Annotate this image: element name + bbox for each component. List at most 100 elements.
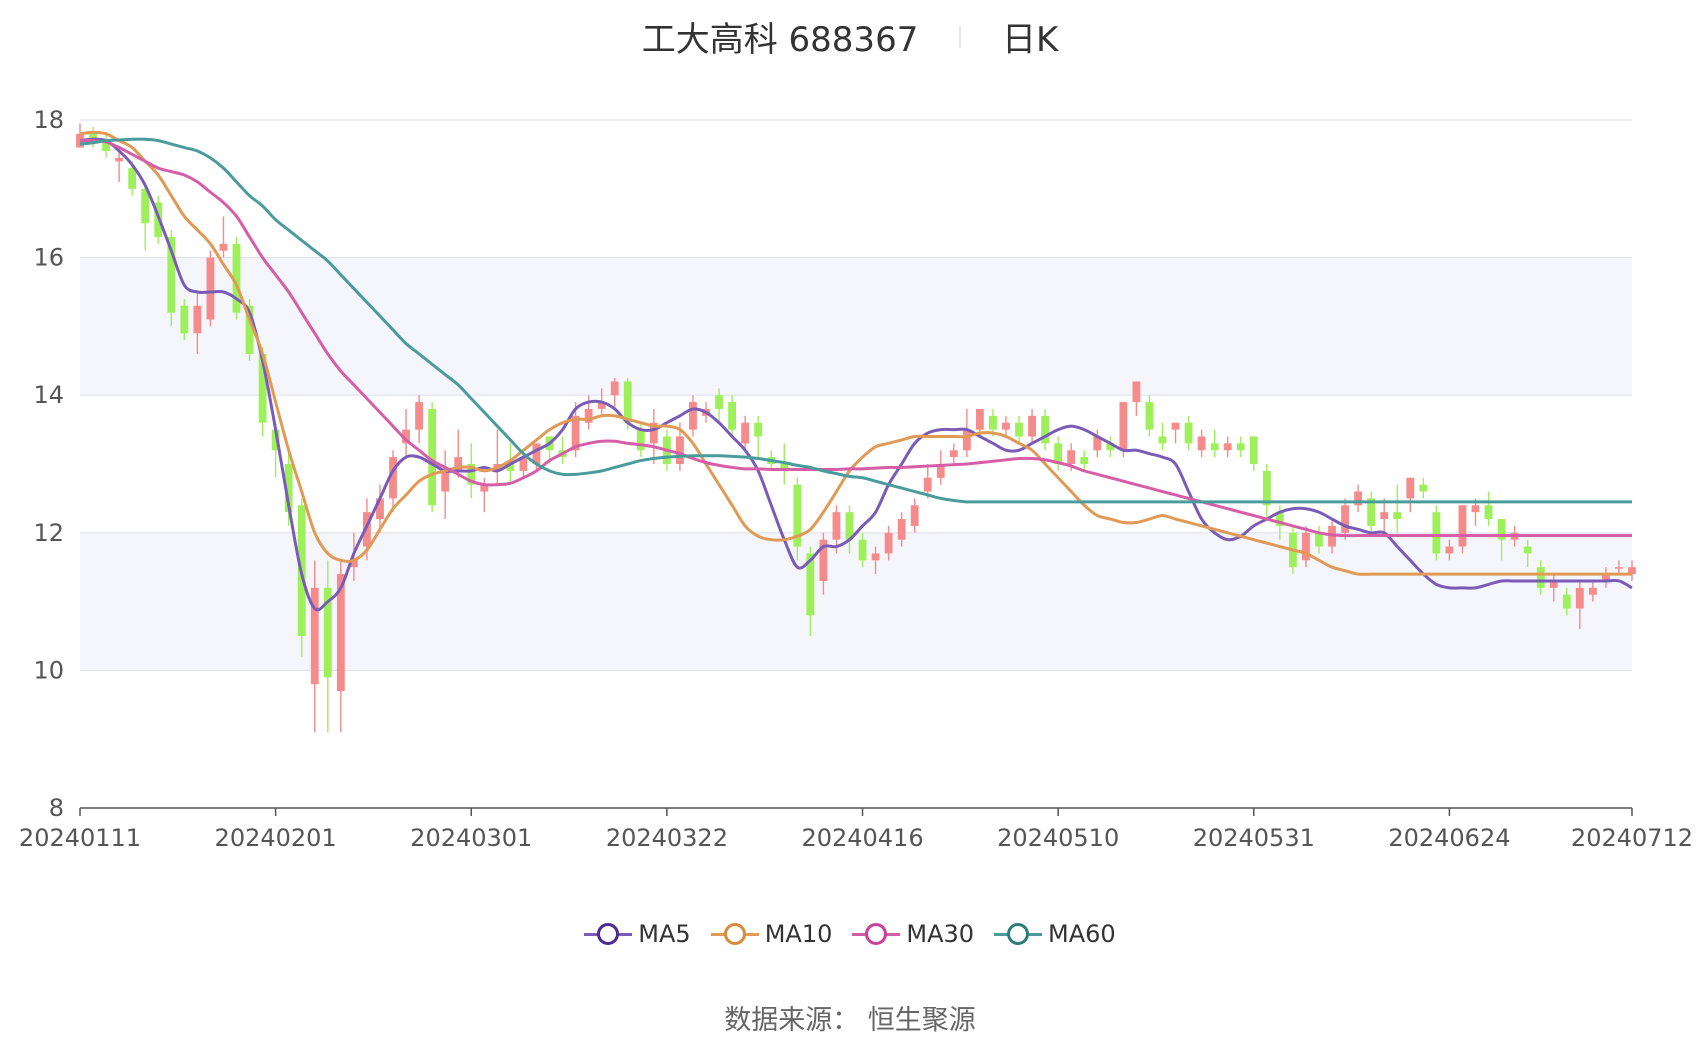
- candle-down: [1106, 436, 1115, 458]
- candle-down: [1080, 450, 1089, 471]
- candle-body: [1275, 512, 1284, 526]
- candle-down: [1523, 539, 1532, 568]
- candle-body: [284, 464, 293, 513]
- legend-label: MA30: [906, 920, 975, 948]
- candle-down: [1210, 429, 1219, 458]
- candle-up: [1380, 498, 1389, 533]
- candle-body: [349, 560, 358, 568]
- candle-body: [141, 188, 150, 224]
- legend-swatch: [852, 923, 901, 945]
- candle-down: [845, 505, 854, 554]
- candle-up: [1615, 560, 1623, 575]
- candle-up: [1302, 525, 1310, 568]
- candle-down: [728, 395, 737, 437]
- candle-body: [1028, 415, 1036, 437]
- candle-down: [1184, 415, 1193, 451]
- legend-item-ma10[interactable]: MA10: [710, 920, 833, 948]
- candle-up: [649, 408, 658, 464]
- candle-body: [636, 429, 645, 451]
- candle-body: [102, 140, 110, 151]
- series-line-ma30: [79, 139, 1632, 538]
- candle-up: [415, 395, 424, 444]
- candle-body: [858, 539, 867, 561]
- candle-up: [441, 450, 450, 520]
- candle-body: [1093, 436, 1102, 451]
- candle-body: [1575, 587, 1584, 609]
- candle-body: [1588, 587, 1597, 595]
- candle-down: [793, 477, 802, 561]
- candle-up: [1119, 402, 1128, 458]
- y-tick-label: 16: [33, 244, 64, 272]
- candle-down: [754, 415, 763, 458]
- candle-body: [193, 305, 202, 334]
- candle-up: [1171, 422, 1180, 444]
- y-tick-label: 10: [33, 656, 64, 684]
- y-tick-label: 12: [33, 519, 64, 547]
- candle-body: [832, 512, 841, 540]
- candle-up: [949, 443, 958, 464]
- candle-down: [558, 436, 567, 464]
- candle-up: [376, 484, 384, 533]
- candle-down: [1315, 525, 1323, 554]
- candle-body: [1445, 546, 1454, 554]
- x-tick-label: 20240301: [410, 824, 532, 852]
- candle-body: [1484, 505, 1493, 520]
- candle-body: [1602, 574, 1610, 581]
- candle-up: [1197, 429, 1206, 458]
- candle-body: [1158, 436, 1167, 444]
- candle-body: [1184, 422, 1193, 444]
- candle-body: [519, 457, 528, 471]
- candle-body: [1054, 443, 1063, 464]
- chart-title: 工大高科 688367 日K: [0, 12, 1700, 61]
- candle-body: [180, 305, 189, 334]
- candle-body: [689, 402, 697, 430]
- candle-body: [128, 168, 137, 189]
- candle-up: [884, 525, 893, 561]
- legend-item-ma5[interactable]: MA5: [584, 920, 691, 948]
- candle-body: [1236, 443, 1245, 451]
- series-line-ma60: [79, 137, 1632, 504]
- candle-down: [1249, 436, 1258, 471]
- candle-body: [532, 443, 541, 464]
- candle-body: [923, 477, 932, 492]
- candle-up: [1354, 484, 1363, 513]
- candle-down: [858, 532, 867, 568]
- chart-title-stock: 工大高科 688367: [641, 20, 919, 60]
- candle-down: [323, 560, 332, 733]
- candle-body: [676, 436, 684, 464]
- candle-body: [1536, 567, 1545, 588]
- candle-down: [715, 388, 723, 423]
- legend: MA5 MA10 MA30 MA60: [0, 920, 1700, 951]
- legend-item-ma30[interactable]: MA30: [852, 920, 974, 948]
- candle-body: [780, 464, 789, 471]
- candle-down: [1236, 436, 1245, 458]
- candle-up: [1028, 408, 1036, 444]
- legend-label: MA5: [638, 920, 691, 948]
- candle-body: [949, 450, 958, 458]
- candle-up: [936, 450, 945, 485]
- y-tick-label: 14: [33, 381, 64, 409]
- legend-swatch-marker: [723, 923, 746, 945]
- candle-body: [806, 553, 815, 616]
- candle-down: [1419, 477, 1428, 499]
- candle-body: [415, 402, 424, 430]
- candle-up: [610, 378, 619, 409]
- x-tick-label: 20240624: [1388, 824, 1510, 852]
- candle-up: [1093, 429, 1102, 458]
- candle-down: [167, 230, 176, 327]
- candle-body: [741, 422, 750, 444]
- candle-down: [1262, 464, 1271, 520]
- legend-item-ma60[interactable]: MA60: [994, 920, 1116, 948]
- candle-down: [141, 181, 150, 251]
- candle-body: [754, 422, 763, 437]
- candle-body: [1471, 505, 1480, 513]
- candle-up: [1341, 498, 1349, 540]
- candle-down: [1536, 560, 1545, 595]
- candle-up: [219, 216, 228, 258]
- candle-body: [1315, 532, 1323, 547]
- legend-label: MA10: [764, 920, 833, 948]
- candle-body: [1171, 422, 1180, 430]
- candle-body: [1393, 512, 1402, 520]
- candle-up: [1458, 505, 1467, 554]
- candle-up: [1132, 381, 1141, 416]
